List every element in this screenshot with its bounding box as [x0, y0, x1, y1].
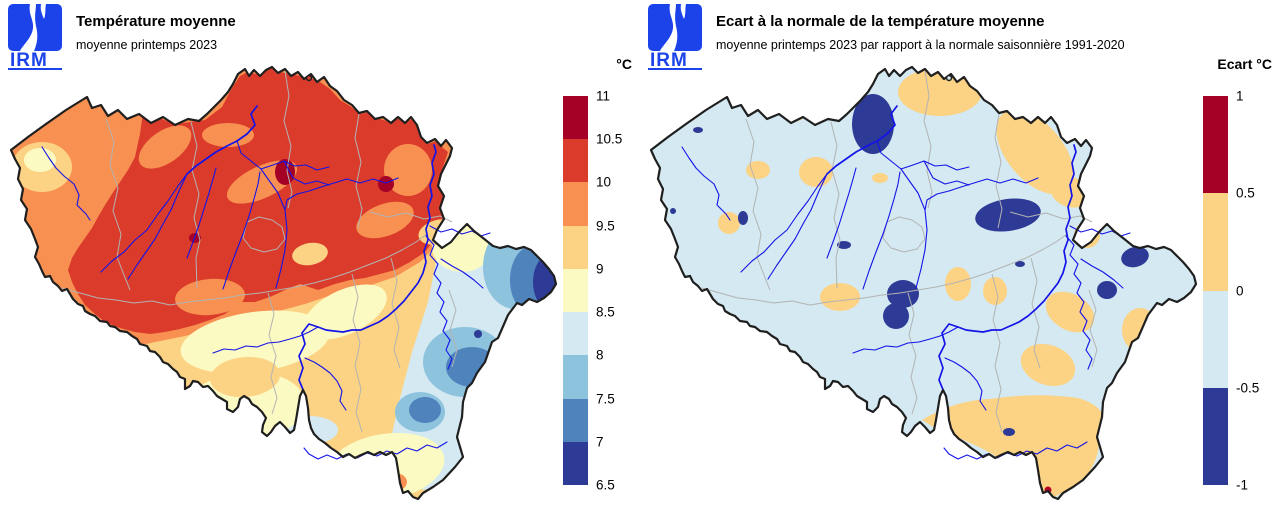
legend-cell	[563, 441, 588, 485]
temperature-legend-bar	[563, 96, 588, 485]
irm-logo-graphic: IRM	[648, 4, 702, 71]
irm-logo-rule	[8, 68, 62, 70]
anomaly-legend-bar	[1203, 96, 1228, 485]
legend-cell	[1203, 193, 1228, 291]
anomaly-panel: IRM Ecart à la normale de la température…	[640, 0, 1280, 507]
irm-logo-notch	[680, 4, 686, 19]
legend-tick-label: 9.5	[596, 218, 615, 234]
irm-logo-notch	[40, 4, 46, 19]
legend-cell	[563, 225, 588, 269]
legend-cell	[563, 312, 588, 356]
irm-logo-swoosh	[20, 4, 38, 51]
legend-cell	[563, 398, 588, 442]
page-subtitle: moyenne printemps 2023	[76, 38, 218, 52]
legend-tick-label: -1	[1236, 477, 1249, 493]
legend-tick-label: 7.5	[596, 391, 615, 407]
legend-cell	[563, 139, 588, 183]
legend-tick-label: 10	[596, 174, 612, 190]
legend-cell	[563, 96, 588, 140]
legend-tick-label: 9	[596, 261, 604, 277]
irm-logo: IRM	[648, 4, 702, 71]
legend-tick-label: 0	[1236, 283, 1244, 298]
legend-tick-label: 1	[1236, 88, 1244, 104]
irm-logo-swoosh	[660, 4, 678, 51]
legend-tick-label: 6.5	[596, 477, 615, 493]
anomaly-map	[649, 65, 1198, 501]
legend-cell	[1203, 387, 1228, 485]
baarle-hertog-exclave	[305, 74, 313, 82]
legend-tick-label: 10.5	[596, 131, 623, 147]
legend-tick-label: 0.5	[1236, 185, 1255, 201]
anomaly-fill-layer	[651, 67, 1196, 499]
legend-tick-label: 8	[596, 347, 604, 363]
temperature-legend-ticks: 11 10.5 10 9.5 9 8.5 8 7.5 7 6.5	[596, 89, 640, 493]
temperature-fill-layer	[11, 67, 556, 499]
page-title: Température moyenne	[76, 13, 236, 30]
irm-logo-graphic: IRM	[8, 4, 62, 71]
legend-cell	[563, 355, 588, 399]
legend-cell	[1203, 96, 1228, 194]
page-title: Ecart à la normale de la température moy…	[716, 13, 1045, 30]
irm-logo-text: IRM	[10, 50, 48, 70]
irm-logo-rule	[648, 68, 702, 70]
legend-title: °C	[616, 56, 632, 72]
irm-logo: IRM	[8, 4, 62, 71]
legend-tick-label: 11	[596, 88, 611, 104]
baarle-hertog-exclave	[945, 74, 953, 82]
legend-title: Ecart °C	[1217, 56, 1272, 72]
temperature-panel: IRM Température moyenne moyenne printemp…	[8, 4, 640, 501]
legend-cell	[563, 268, 588, 313]
page-subtitle: moyenne printemps 2023 par rapport à la …	[716, 38, 1125, 52]
irm-logo-text: IRM	[650, 50, 688, 70]
legend-cell	[1203, 290, 1228, 388]
legend-cell	[563, 182, 588, 226]
legend-tick-label: -0.5	[1236, 380, 1260, 396]
temperature-map	[9, 65, 558, 501]
legend-tick-label: 7	[596, 434, 604, 450]
anomaly-legend-ticks: 1 0.5 0 -0.5 -1	[1236, 89, 1280, 493]
legend-tick-label: 8.5	[596, 304, 615, 320]
